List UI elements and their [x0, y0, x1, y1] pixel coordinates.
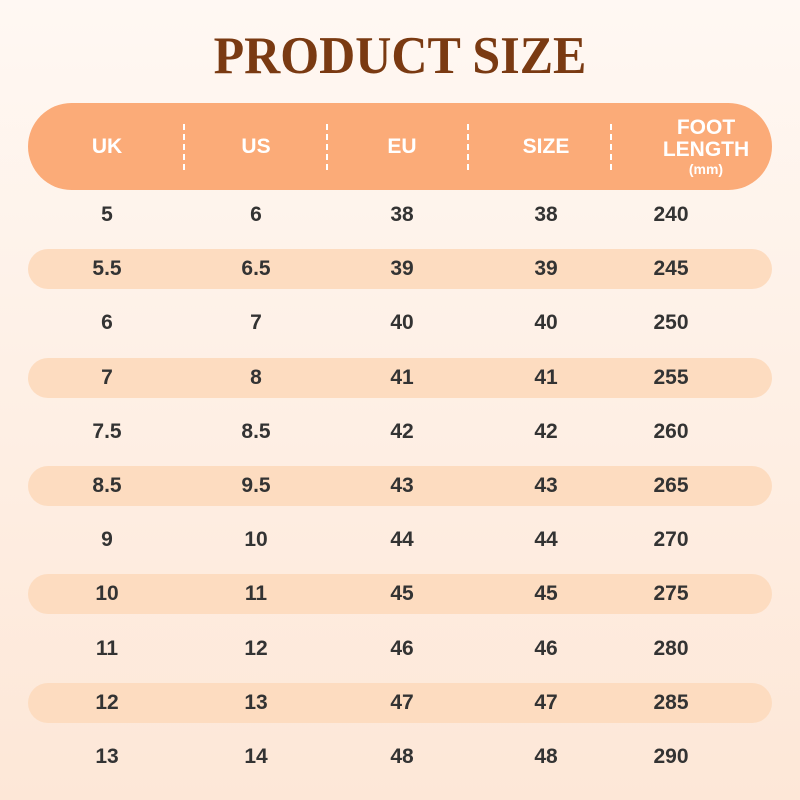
- header-foot-length: FOOT LENGTH (mm): [626, 103, 786, 190]
- table-cell: 46: [390, 636, 414, 660]
- table-cell: 280: [653, 636, 689, 660]
- header-us: US: [241, 134, 271, 158]
- table-cell: 7: [101, 365, 113, 389]
- table-row: 13 14 48 48 290: [28, 737, 772, 777]
- table-row: 8.5 9.5 43 43 265: [28, 466, 772, 506]
- table-row: 11 12 46 46 280: [28, 629, 772, 669]
- table-cell: 42: [534, 419, 558, 443]
- divider: [467, 124, 469, 170]
- table-cell: 10: [95, 582, 119, 606]
- table-cell: 265: [653, 474, 689, 497]
- table-cell: 48: [390, 745, 414, 768]
- table-cell: 260: [653, 419, 689, 443]
- table-cell: 11: [95, 636, 119, 660]
- table-cell: 12: [244, 636, 268, 660]
- table-row: 7.5 8.5 42 42 260: [28, 412, 772, 452]
- table-cell: 285: [653, 690, 689, 714]
- header-uk: UK: [91, 134, 123, 158]
- table-cell: 43: [390, 474, 414, 497]
- table-cell: 10: [244, 528, 268, 552]
- table-cell: 7: [250, 311, 262, 335]
- table-cell: 270: [653, 528, 689, 552]
- header-foot-line1: FOOT: [676, 115, 736, 139]
- table-cell: 8.5: [241, 419, 271, 443]
- table-cell: 240: [653, 203, 689, 226]
- table-cell: 44: [534, 528, 558, 552]
- table-cell: 5: [101, 203, 113, 226]
- table-cell: 39: [534, 257, 558, 281]
- header-foot-line2: LENGTH: [662, 137, 750, 161]
- table-cell: 6.5: [241, 257, 271, 281]
- table-cell: 8: [250, 365, 262, 389]
- header-eu: EU: [387, 134, 417, 158]
- table-row: 10 11 45 45 275: [28, 574, 772, 615]
- table-cell: 7.5: [92, 419, 122, 443]
- table-cell: 13: [244, 690, 268, 714]
- table-cell: 5.5: [92, 257, 122, 281]
- table-cell: 9.5: [241, 474, 271, 497]
- table-row: 5 6 38 38 240: [28, 195, 772, 235]
- divider: [326, 124, 328, 170]
- table-cell: 8.5: [92, 474, 122, 497]
- table-cell: 275: [653, 582, 689, 606]
- table-cell: 12: [95, 690, 119, 714]
- table-cell: 39: [390, 257, 414, 281]
- table-cell: 41: [534, 365, 558, 389]
- table-cell: 45: [390, 582, 414, 606]
- table-cell: 45: [534, 582, 558, 606]
- divider: [610, 124, 612, 170]
- header-foot-unit: (mm): [688, 160, 724, 177]
- table-cell: 13: [95, 745, 119, 768]
- table-cell: 250: [653, 311, 689, 335]
- table-cell: 40: [534, 311, 558, 335]
- table-row: 6 7 40 40 250: [28, 303, 772, 343]
- table-cell: 41: [390, 365, 414, 389]
- table-row: 5.5 6.5 39 39 245: [28, 249, 772, 290]
- table-cell: 9: [101, 528, 113, 552]
- table-cell: 44: [390, 528, 414, 552]
- table-cell: 290: [653, 745, 689, 768]
- divider: [183, 124, 185, 170]
- table-cell: 6: [250, 203, 262, 226]
- table-cell: 11: [244, 582, 268, 606]
- table-cell: 40: [390, 311, 414, 335]
- table-cell: 42: [390, 419, 414, 443]
- table-row: 9 10 44 44 270: [28, 520, 772, 560]
- table-row: 12 13 47 47 285: [28, 682, 772, 723]
- table-cell: 6: [101, 311, 113, 335]
- table-cell: 46: [534, 636, 558, 660]
- page-title: PRODUCT SIZE: [213, 25, 587, 85]
- table-cell: 47: [534, 690, 558, 714]
- table-cell: 47: [390, 690, 414, 714]
- table-header: UK US EU SIZE FOOT LENGTH (mm): [28, 103, 772, 190]
- table-cell: 48: [534, 745, 558, 768]
- table-cell: 38: [390, 203, 414, 226]
- table-cell: 245: [653, 257, 689, 281]
- table-cell: 255: [653, 365, 689, 389]
- header-size: SIZE: [522, 134, 570, 158]
- table-cell: 43: [534, 474, 558, 497]
- table-row: 7 8 41 41 255: [28, 357, 772, 398]
- table-cell: 38: [534, 203, 558, 226]
- table-cell: 14: [244, 745, 268, 768]
